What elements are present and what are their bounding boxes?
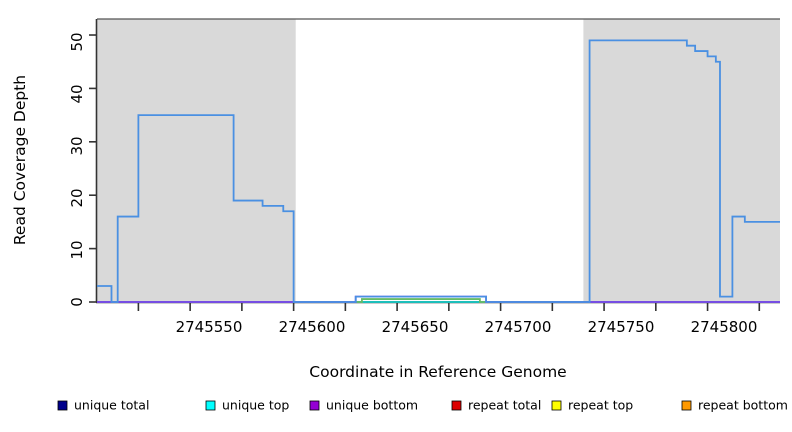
y-tick-labels: 0 10 20 30 40 50 <box>68 32 86 306</box>
y-axis <box>89 19 98 303</box>
y-axis-title: Read Coverage Depth <box>11 75 29 245</box>
legend-swatch-unique-top <box>205 400 216 411</box>
y-tick-label-10: 10 <box>68 240 86 259</box>
legend-label-repeat-top: repeat top <box>568 398 633 413</box>
legend-label-repeat-bottom: repeat bottom <box>698 398 788 413</box>
legend-swatch-repeat-bottom <box>681 400 692 411</box>
plot-shaded-regions <box>97 19 780 302</box>
x-axis-title: Coordinate in Reference Genome <box>309 363 566 381</box>
legend-label-unique-top: unique top <box>222 398 289 413</box>
series-group <box>97 39 780 303</box>
legend-label-repeat-total: repeat total <box>468 398 541 413</box>
x-tick-label-2745800: 2745800 <box>691 318 758 336</box>
shaded-region-1 <box>583 19 780 302</box>
y-tick-label-30: 30 <box>68 136 86 155</box>
x-tick-labels: 2745550 2745600 2745650 2745700 2745750 … <box>176 318 758 336</box>
legend-swatch-unique-bottom <box>309 400 320 411</box>
series-line-unique-total <box>97 39 780 303</box>
legend-swatch-repeat-top <box>551 400 562 411</box>
legend: unique total unique top unique bottom repea… <box>57 398 788 413</box>
y-tick-label-40: 40 <box>68 84 86 103</box>
legend-label-unique-total: unique total <box>74 398 149 413</box>
x-tick-label-2745700: 2745700 <box>485 318 552 336</box>
x-tick-label-2745650: 2745650 <box>382 318 449 336</box>
x-tick-label-2745750: 2745750 <box>588 318 655 336</box>
y-tick-label-20: 20 <box>68 188 86 207</box>
legend-label-unique-bottom: unique bottom <box>326 398 418 413</box>
shaded-region-0 <box>97 19 296 302</box>
y-tick-label-50: 50 <box>68 32 86 51</box>
legend-swatch-repeat-total <box>451 400 462 411</box>
y-tick-label-0: 0 <box>68 297 86 307</box>
x-tick-label-2745600: 2745600 <box>279 318 346 336</box>
legend-swatch-unique-total <box>57 400 68 411</box>
x-tick-label-2745550: 2745550 <box>176 318 243 336</box>
